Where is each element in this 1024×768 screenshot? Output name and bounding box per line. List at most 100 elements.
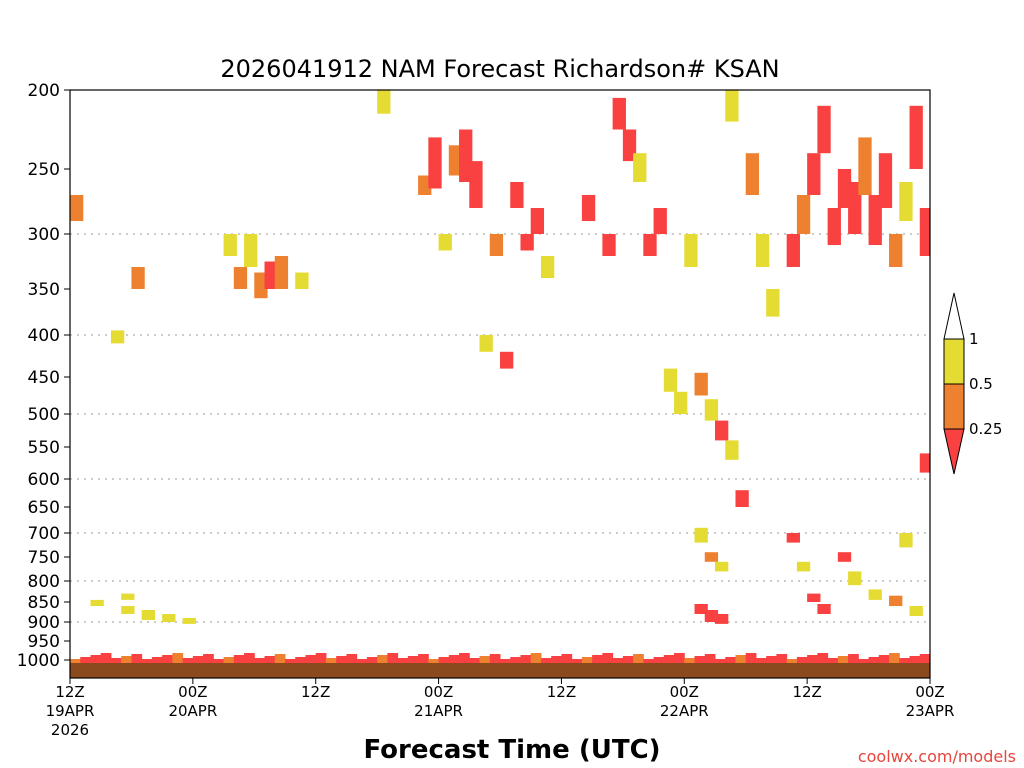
data-cell: [889, 595, 903, 606]
credit-text: coolwx.com/models: [858, 747, 1016, 766]
data-cell: [254, 272, 268, 299]
data-cell: [796, 561, 811, 572]
data-cell: [244, 234, 258, 267]
data-cell: [889, 234, 903, 267]
y-axis: 200 250 300 350 400 450 500 550 600 650 700 750 8008…: [17, 81, 70, 671]
surface-cell: [510, 657, 521, 663]
x-tick-label: 23APR: [906, 702, 955, 720]
data-cell: [735, 490, 749, 507]
x-tick-label: 19APR: [46, 702, 95, 720]
data-cell: [500, 351, 514, 369]
data-cell: [868, 195, 882, 245]
surface-cell: [356, 659, 368, 663]
data-cell: [694, 604, 708, 614]
data-cell: [274, 256, 289, 289]
surface-cell: [489, 654, 501, 663]
data-cell: [121, 606, 135, 614]
y-tick-label: 550: [28, 438, 60, 458]
data-cell: [807, 153, 821, 195]
data-cell: [848, 571, 862, 586]
surface-cell: [213, 659, 225, 663]
surface-cell: [479, 656, 491, 663]
data-cell: [786, 234, 800, 267]
data-cell: [807, 593, 821, 602]
surface-cell: [264, 656, 276, 663]
ground-band: [70, 663, 930, 678]
data-cell: [428, 137, 442, 189]
data-cell: [653, 208, 667, 234]
surface-cell: [336, 656, 347, 663]
data-cell: [162, 614, 176, 622]
surface-cell: [223, 657, 235, 663]
data-cell: [725, 440, 739, 460]
surface-cell: [162, 655, 173, 663]
surface-cell: [694, 656, 706, 663]
x-axis-title: Forecast Time (UTC): [363, 735, 660, 765]
data-cell: [868, 589, 882, 600]
y-tick-label: 750: [28, 548, 60, 568]
data-cell: [110, 330, 125, 344]
surface-cell: [70, 659, 81, 663]
x-tick-label: 21APR: [414, 702, 463, 720]
surface-cell: [909, 656, 921, 663]
surface-cell: [848, 654, 859, 663]
surface-cell: [735, 655, 747, 663]
data-cell: [530, 208, 545, 234]
legend-label: 0.25: [969, 420, 1002, 438]
surface-cell: [602, 653, 614, 663]
data-cell: [233, 267, 248, 289]
surface-cell: [254, 658, 266, 663]
data-cell: [479, 335, 493, 352]
data-cell: [540, 256, 555, 278]
surface-cell: [110, 658, 122, 663]
data-cell: [837, 169, 852, 208]
surface-cell: [469, 658, 481, 663]
data-cell: [633, 153, 647, 182]
surface-cell: [766, 656, 777, 663]
y-tick-label: 700: [28, 524, 60, 544]
x-tick-label: 20APR: [168, 702, 217, 720]
y-tick-label: 600: [28, 470, 60, 490]
y-tick-label: 1000: [17, 651, 60, 671]
data-cell: [704, 399, 719, 421]
surface-cell: [366, 657, 378, 663]
data-cell: [121, 593, 135, 600]
surface-cell: [704, 654, 716, 663]
surface-cell: [817, 653, 829, 663]
x-tick-label: 00Z: [178, 683, 207, 701]
data-cell: [899, 182, 913, 221]
surface-cell: [203, 654, 214, 663]
surface-cell: [131, 654, 143, 663]
data-cell: [837, 552, 852, 562]
data-cell: [622, 129, 637, 162]
surface-cell: [622, 656, 634, 663]
surface-cell: [807, 655, 818, 663]
y-tick-label: 250: [28, 160, 60, 180]
surface-cell: [520, 655, 532, 663]
surface-cell: [141, 659, 153, 663]
x-tick-label: 2026: [51, 721, 89, 739]
surface-cell: [889, 653, 900, 663]
surface-cell: [633, 654, 644, 663]
data-cell: [899, 533, 913, 548]
x-tick-label: 12Z: [55, 683, 84, 701]
data-cell: [510, 182, 524, 208]
surface-cell: [397, 658, 409, 663]
surface-cell: [500, 659, 511, 663]
surface-cell: [540, 658, 552, 663]
surface-cell: [274, 654, 286, 663]
surface-cell: [684, 658, 696, 663]
surface-cell: [663, 655, 675, 663]
surface-cell: [561, 654, 573, 663]
surface-cell: [868, 657, 880, 663]
data-cell: [745, 153, 760, 195]
data-cell: [70, 195, 84, 221]
y-tick-label: 850: [28, 593, 60, 613]
data-cell: [90, 599, 104, 606]
surface-cell: [121, 656, 132, 663]
legend-bin-orange: [943, 383, 965, 430]
surface-cell: [899, 658, 911, 663]
data-cell: [418, 175, 432, 195]
